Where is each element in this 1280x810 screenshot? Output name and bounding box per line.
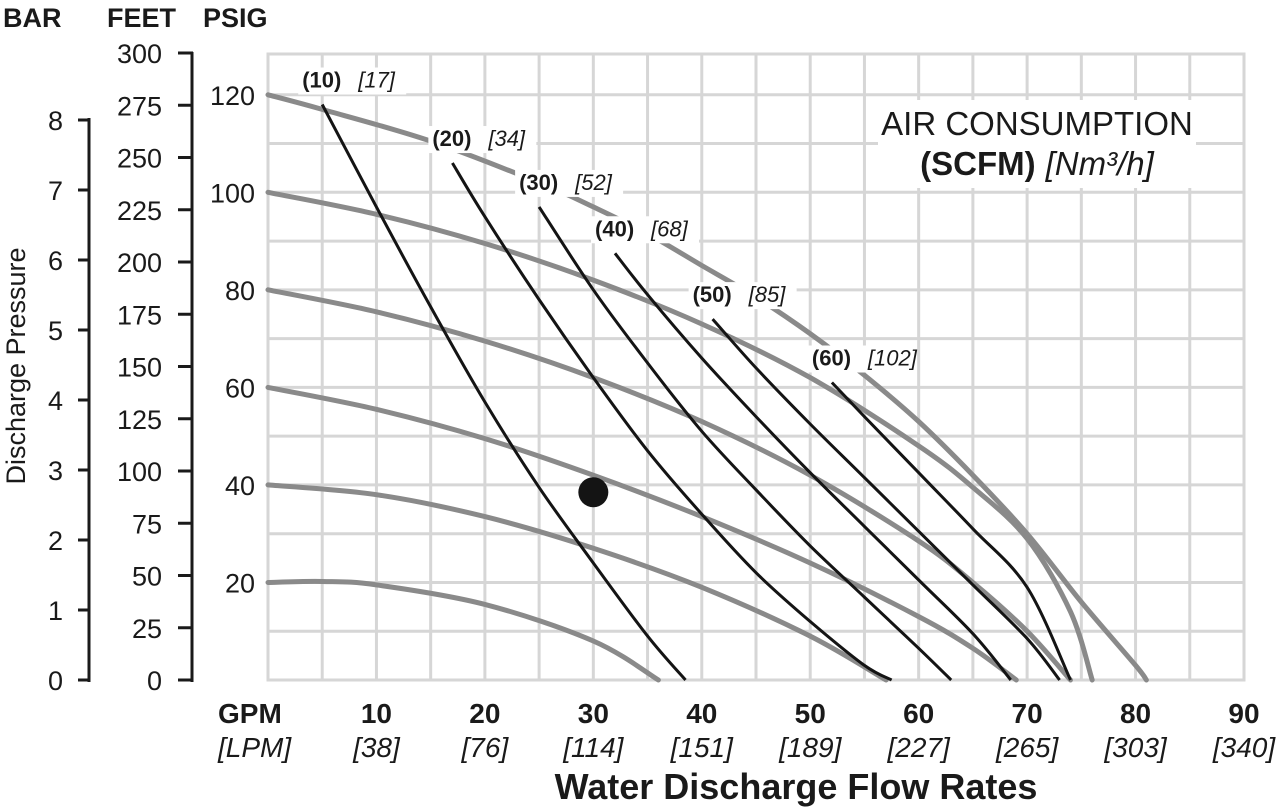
air-curve xyxy=(711,318,1061,681)
bar-tick-label: 0 xyxy=(48,666,63,696)
air-curve-label-bg xyxy=(515,169,624,197)
air-curve-labels: (10) [17] (20) [34] (30) [52] (40) [68] (50) [85]… xyxy=(298,67,918,373)
lpm-tick-label: [189] xyxy=(778,732,842,763)
air-curve-label-nm3h: [17] xyxy=(357,68,396,93)
lpm-tick-label: [303] xyxy=(1103,732,1167,763)
psig-tick-label: 80 xyxy=(225,276,255,306)
psig-unit-label: PSIG xyxy=(203,3,268,33)
gpm-tick-label: 60 xyxy=(903,698,934,729)
lpm-tick-label: [265] xyxy=(995,732,1059,763)
psig-tick-label: 120 xyxy=(210,81,255,111)
air-curve-label-nm3h: [34] xyxy=(487,126,526,151)
air-curve-label-scfm: (60) xyxy=(812,346,851,371)
bar-axis: 0 1 2 3 4 5 6 7 8 xyxy=(48,106,91,696)
air-curve-label-nm3h: [68] xyxy=(650,216,689,241)
air-curve-label-scfm: (50) xyxy=(693,282,732,307)
air-curve-label-bg xyxy=(298,67,407,95)
feet-tick-label: 100 xyxy=(117,457,162,487)
air-consumption-curves xyxy=(320,103,1072,682)
legend-units-nm3h: [Nm³/h] xyxy=(1045,145,1155,182)
pressure-curve xyxy=(265,92,1149,683)
gpm-tick-label: 30 xyxy=(578,698,609,729)
bar-tick-label: 7 xyxy=(48,176,63,206)
pressure-curve xyxy=(265,384,1019,683)
air-curve xyxy=(830,381,1072,681)
air-curve-label-bg xyxy=(591,216,700,244)
air-curve xyxy=(451,162,893,682)
lpm-tick-label: [151] xyxy=(670,732,734,763)
feet-tick-label: 175 xyxy=(117,300,162,330)
psig-tick-label: 60 xyxy=(225,373,255,403)
gpm-tick-label: 80 xyxy=(1120,698,1151,729)
bar-tick-label: 8 xyxy=(48,106,63,136)
feet-tick-label: 250 xyxy=(117,144,162,174)
x-axis-title: Water Discharge Flow Rates xyxy=(555,766,1038,807)
bar-tick-label: 6 xyxy=(48,246,63,276)
legend-title: AIR CONSUMPTION xyxy=(881,105,1193,142)
air-curve-label-bg xyxy=(688,282,797,310)
feet-axis: 0 25 50 75 100 125 150 175 200 225 250 275 300 xyxy=(117,39,194,696)
pressure-curve xyxy=(265,482,889,683)
bar-tick-label: 5 xyxy=(48,316,63,346)
gpm-tick-label: 70 xyxy=(1012,698,1043,729)
gpm-tick-label: 20 xyxy=(469,698,500,729)
air-curve-label-nm3h: [85] xyxy=(748,282,787,307)
pressure-curve xyxy=(265,578,661,683)
operating-point-marker xyxy=(578,477,609,508)
legend-units-scfm: (SCFM) xyxy=(920,145,1035,182)
psig-tick-label: 20 xyxy=(225,568,255,598)
lpm-unit-label: [LPM] xyxy=(217,732,292,763)
air-curve-label-nm3h: [52] xyxy=(574,170,613,195)
air-curve-label-scfm: (30) xyxy=(519,170,558,195)
psig-axis: 20 40 60 80 100 120 xyxy=(210,81,255,599)
pressure-curves xyxy=(265,92,1149,683)
air-curve xyxy=(537,206,953,682)
gpm-tick-label: 10 xyxy=(361,698,392,729)
bar-tick-label: 1 xyxy=(48,596,63,626)
feet-tick-label: 0 xyxy=(147,666,162,696)
air-curve-label-bg xyxy=(807,345,916,373)
air-curve-label-bg xyxy=(428,126,537,154)
lpm-tick-label: [227] xyxy=(887,732,951,763)
gpm-unit-label: GPM xyxy=(218,698,282,729)
feet-tick-label: 275 xyxy=(117,91,162,121)
feet-tick-label: 25 xyxy=(132,614,162,644)
bar-tick-label: 4 xyxy=(48,386,63,416)
psig-tick-label: 40 xyxy=(225,471,255,501)
gpm-tick-label: 40 xyxy=(686,698,717,729)
feet-tick-label: 125 xyxy=(117,405,162,435)
air-curve-label-scfm: (40) xyxy=(595,216,634,241)
air-curve xyxy=(613,252,1012,681)
air-curve-label-scfm: (10) xyxy=(302,68,341,93)
feet-tick-label: 150 xyxy=(117,353,162,383)
bar-tick-label: 3 xyxy=(48,456,63,486)
lpm-tick-label: [76] xyxy=(461,732,510,763)
psig-tick-label: 100 xyxy=(210,178,255,208)
lpm-tick-label: [340] xyxy=(1212,732,1276,763)
air-curve-label-nm3h: [102] xyxy=(867,346,918,371)
gpm-tick-label: 50 xyxy=(795,698,826,729)
lpm-tick-label: [38] xyxy=(352,732,401,763)
feet-tick-label: 225 xyxy=(117,196,162,226)
pressure-curve xyxy=(265,189,1095,683)
feet-tick-label: 50 xyxy=(132,562,162,592)
lpm-tick-label: [114] xyxy=(562,732,624,763)
marker-layer xyxy=(578,477,609,508)
feet-unit-label: FEET xyxy=(107,3,177,33)
legend-units: (SCFM) [Nm³/h] xyxy=(920,145,1154,182)
air-curve xyxy=(320,103,687,681)
feet-tick-label: 75 xyxy=(132,509,162,539)
pressure-curve xyxy=(265,287,1073,683)
y-axis-title: Discharge Pressure xyxy=(1,247,31,484)
bar-unit-label: BAR xyxy=(3,3,62,33)
feet-tick-label: 200 xyxy=(117,248,162,278)
feet-tick-label: 300 xyxy=(117,39,162,69)
bar-tick-label: 2 xyxy=(48,526,63,556)
air-curve-label-scfm: (20) xyxy=(432,126,471,151)
legend-box xyxy=(878,100,1196,188)
gpm-tick-label: 90 xyxy=(1228,698,1259,729)
x-axis: 10[38] 20[76] 30[114] 40[151] 50[189] 60[227]… xyxy=(352,698,1276,763)
